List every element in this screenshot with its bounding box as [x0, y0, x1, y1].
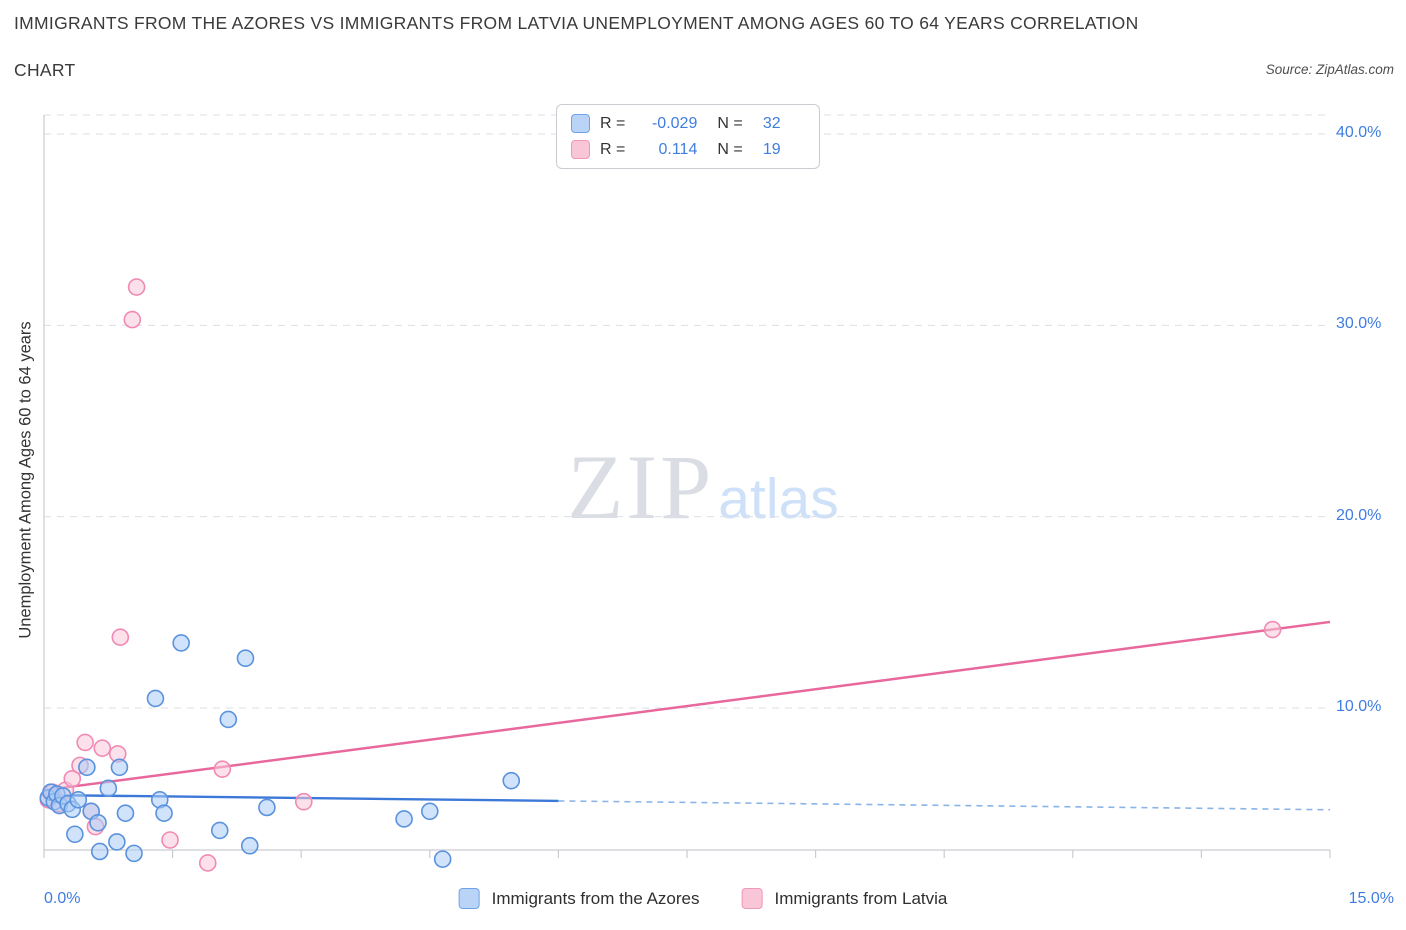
data-point-azores [146, 689, 165, 708]
data-point-azores [110, 758, 129, 777]
data-point-azores [89, 813, 107, 832]
data-point-latvia [111, 628, 130, 646]
latvia-n-value: 19 [762, 140, 781, 158]
azores-r-label: R = [600, 114, 626, 132]
latvia-n-label: N = [717, 140, 743, 158]
data-point-azores [502, 771, 521, 790]
chart-title-line2: CHART [14, 60, 76, 80]
data-point-azores [66, 825, 84, 844]
data-point-latvia [1263, 620, 1282, 639]
data-point-azores [108, 833, 126, 851]
data-point-latvia [127, 278, 146, 296]
azores-trendline-dashed [558, 800, 1331, 811]
watermark-atlas-text: atlas [718, 467, 839, 531]
latvia-r-value: 0.114 [658, 140, 698, 158]
data-point-azores [258, 798, 276, 817]
y-axis-tick-label: 40.0% [1336, 124, 1382, 142]
watermark-zip-text: ZIP [567, 436, 715, 538]
data-point-latvia [63, 769, 82, 788]
zipatlas-watermark: ZIP atlas [567, 434, 838, 540]
latvia-legend-swatch [741, 888, 763, 909]
source-attribution: Source: ZipAtlas.com [1265, 62, 1394, 77]
data-point-latvia [161, 831, 179, 849]
azores-legend-label: Immigrants from the Azores [491, 888, 700, 908]
data-point-azores [125, 844, 143, 863]
legend-item-azores: Immigrants from the Azores [458, 888, 700, 909]
legend-item-latvia: Immigrants from Latvia [741, 888, 947, 909]
data-point-azores [210, 821, 229, 840]
x-axis-min-label: 0.0% [44, 890, 81, 907]
data-point-latvia [123, 310, 142, 329]
data-point-azores [395, 810, 413, 828]
data-point-azores [219, 710, 238, 729]
data-point-azores [155, 804, 173, 823]
y-axis-tick-label: 10.0% [1336, 697, 1382, 715]
y-axis-tick-label: 30.0% [1336, 315, 1382, 333]
data-point-latvia [93, 739, 112, 757]
data-point-azores [172, 634, 190, 652]
data-point-azores [99, 779, 118, 798]
data-point-azores [78, 758, 96, 777]
correlation-stats-box: R = -0.029 N = 32 R = 0.114 N = 19 [556, 104, 820, 169]
azores-r-value: -0.029 [651, 114, 698, 132]
data-point-azores [69, 791, 88, 809]
data-point-azores [116, 804, 135, 823]
azores-legend-swatch [458, 888, 480, 909]
chart-title-line1: IMMIGRANTS FROM THE AZORES VS IMMIGRANTS… [14, 13, 1139, 33]
azores-n-label: N = [717, 114, 743, 132]
data-point-latvia [294, 792, 313, 811]
azores-stat-swatch [571, 114, 590, 133]
data-point-latvia [213, 760, 232, 779]
data-point-latvia [76, 733, 94, 752]
azores-n-value: 32 [762, 114, 781, 132]
latvia-r-label: R = [600, 140, 626, 158]
x-axis-max-label: 15.0% [1348, 890, 1394, 907]
latvia-stats-row: R = 0.114 N = 19 [571, 140, 805, 159]
data-point-azores [433, 850, 452, 868]
data-point-azores [420, 802, 439, 821]
data-point-latvia [198, 854, 217, 872]
latvia-stat-swatch [571, 140, 590, 159]
data-point-azores [240, 836, 259, 855]
series-legend: Immigrants from the Azores Immigrants fr… [458, 888, 947, 909]
data-point-azores [236, 649, 255, 668]
latvia-legend-label: Immigrants from Latvia [774, 888, 948, 908]
azores-stats-row: R = -0.029 N = 32 [571, 114, 805, 133]
latvia-trendline [43, 620, 1331, 792]
y-axis-tick-label: 20.0% [1336, 506, 1382, 524]
data-point-azores [90, 842, 109, 861]
